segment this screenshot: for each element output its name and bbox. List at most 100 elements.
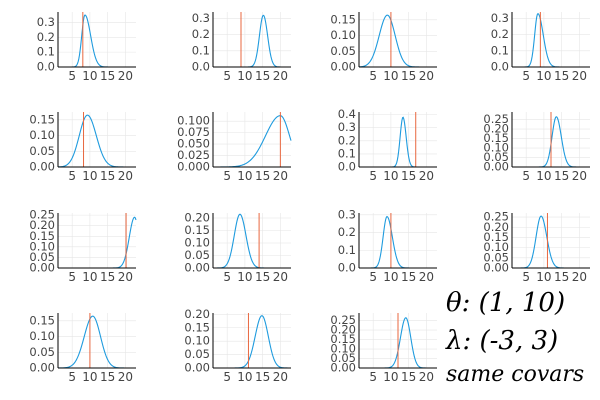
subplot-3: 0.00 0.05 0.10 0.15 5 10 15 20 <box>330 12 437 83</box>
x-tick-label: 20 <box>419 370 434 384</box>
density-line <box>58 216 137 269</box>
y-tick-label: 0.3 <box>338 120 356 134</box>
y-tick-label: 0.0 <box>491 60 509 74</box>
y-tick-label: 0.10 <box>184 236 210 250</box>
y-tick-label: 0.00 <box>29 160 55 174</box>
x-tick-label: 20 <box>273 270 288 284</box>
y-tick-label: 0.0 <box>338 160 356 174</box>
y-tick-label: 0.00 <box>483 160 509 174</box>
y-tick-label: 0.050 <box>177 137 210 151</box>
density-line <box>358 14 437 68</box>
y-tick-label: 0.3 <box>491 11 509 25</box>
x-tick-label: 20 <box>118 69 133 83</box>
y-tick-label: 0.0 <box>192 60 210 74</box>
x-tick-label: 20 <box>572 169 587 183</box>
x-tick-label: 10 <box>237 169 252 183</box>
x-tick-label: 20 <box>118 169 133 183</box>
subplot-2: 0.0 0.1 0.2 0.3 5 10 15 20 <box>192 11 291 83</box>
x-tick-label: 15 <box>100 370 115 384</box>
x-tick-label: 5 <box>68 169 76 183</box>
y-tick-label: 0.075 <box>177 125 210 139</box>
subplot-7: 0.00.10.20.30.4 5 10 15 20 <box>338 107 437 183</box>
subplot-15: 0.000.050.100.150.200.25 5 10 15 20 <box>330 313 437 384</box>
density-line <box>359 215 437 269</box>
x-tick-label: 15 <box>401 69 416 83</box>
y-tick-label: 0.05 <box>184 347 210 361</box>
y-tick-label: 0.000 <box>177 160 210 174</box>
y-tick-label: 0.25 <box>483 112 509 126</box>
subplot-8: 0.000.050.100.150.200.25 5 10 15 20 <box>483 112 590 183</box>
y-tick-label: 0.10 <box>29 239 55 253</box>
x-tick-label: 15 <box>554 270 569 284</box>
density-line <box>359 116 437 168</box>
y-tick-label: 0.1 <box>491 43 509 57</box>
y-tick-label: 0.1 <box>192 43 210 57</box>
y-tick-label: 0.05 <box>184 248 210 262</box>
x-tick-label: 10 <box>82 270 97 284</box>
y-tick-label: 0.15 <box>29 229 55 243</box>
subplot-13: 0.00 0.05 0.10 0.15 5 10 15 20 <box>29 313 136 384</box>
x-tick-label: 15 <box>255 69 270 83</box>
y-tick-label: 0.1 <box>338 146 356 160</box>
x-tick-label: 5 <box>68 370 76 384</box>
x-tick-label: 10 <box>237 69 252 83</box>
y-tick-label: 0.2 <box>37 30 55 44</box>
x-tick-label: 15 <box>554 69 569 83</box>
x-tick-label: 5 <box>369 169 377 183</box>
y-tick-label: 0.10 <box>483 141 509 155</box>
x-tick-label: 15 <box>100 69 115 83</box>
y-tick-label: 0.20 <box>184 307 210 321</box>
x-tick-label: 10 <box>237 270 252 284</box>
x-tick-label: 15 <box>100 169 115 183</box>
subplot-5: 0.00 0.05 0.10 0.15 5 10 15 20 <box>29 112 136 183</box>
y-tick-label: 0.15 <box>330 12 356 26</box>
x-tick-label: 5 <box>369 270 377 284</box>
subplot-11: 0.0 0.1 0.2 0.3 5 10 15 20 <box>338 207 437 284</box>
y-tick-label: 0.3 <box>338 207 356 221</box>
subplot-9: 0.000.050.100.150.200.25 5 10 15 20 <box>29 208 137 284</box>
y-tick-label: 0.10 <box>330 342 356 356</box>
y-tick-label: 0.10 <box>483 240 509 254</box>
y-tick-label: 0.10 <box>29 128 55 142</box>
x-tick-label: 5 <box>223 370 231 384</box>
y-tick-label: 0.15 <box>483 131 509 145</box>
y-tick-label: 0.15 <box>330 332 356 346</box>
density-line <box>58 14 136 68</box>
y-tick-label: 0.00 <box>330 60 356 74</box>
y-tick-label: 0.00 <box>184 261 210 275</box>
x-tick-label: 15 <box>401 270 416 284</box>
subplot-12: 0.000.050.100.150.200.25 5 10 15 20 <box>483 210 590 284</box>
x-tick-label: 10 <box>237 370 252 384</box>
subplot-14: 0.000.050.100.150.20 5 10 15 20 <box>184 307 291 384</box>
y-tick-label: 0.15 <box>29 112 55 126</box>
y-tick-label: 0.00 <box>330 361 356 375</box>
x-tick-label: 5 <box>68 270 76 284</box>
y-tick-label: 0.2 <box>338 225 356 239</box>
y-tick-label: 0.3 <box>37 15 55 29</box>
x-tick-label: 20 <box>419 169 434 183</box>
x-tick-label: 20 <box>419 270 434 284</box>
x-tick-label: 10 <box>536 69 551 83</box>
density-line <box>57 315 136 369</box>
x-tick-label: 5 <box>223 69 231 83</box>
x-tick-label: 5 <box>522 169 530 183</box>
y-tick-label: 0.0 <box>338 261 356 275</box>
y-tick-label: 0.2 <box>338 133 356 147</box>
x-tick-label: 10 <box>383 370 398 384</box>
y-tick-label: 0.100 <box>177 114 210 128</box>
y-tick-label: 0.05 <box>29 250 55 264</box>
y-tick-label: 0.20 <box>29 218 55 232</box>
y-tick-label: 0.2 <box>192 27 210 41</box>
x-tick-label: 20 <box>118 270 133 284</box>
x-tick-label: 10 <box>383 69 398 83</box>
x-tick-label: 15 <box>554 169 569 183</box>
y-tick-label: 0.05 <box>330 351 356 365</box>
x-tick-label: 15 <box>255 169 270 183</box>
x-tick-label: 20 <box>273 169 288 183</box>
y-tick-label: 0.00 <box>29 261 55 275</box>
density-line <box>512 215 590 269</box>
annotation-theta: θ: (1, 10) <box>446 288 566 318</box>
annotation-lambda: λ: (-3, 3) <box>446 326 559 356</box>
x-tick-label: 20 <box>419 69 434 83</box>
